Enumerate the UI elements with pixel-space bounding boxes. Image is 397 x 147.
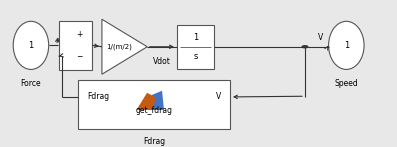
- Text: s: s: [193, 52, 198, 61]
- Ellipse shape: [13, 21, 49, 69]
- Polygon shape: [141, 91, 164, 110]
- Text: V: V: [318, 33, 323, 42]
- Text: +: +: [76, 30, 83, 39]
- Text: Fdrag: Fdrag: [143, 137, 165, 146]
- Circle shape: [302, 46, 308, 48]
- Polygon shape: [102, 19, 147, 74]
- Text: 1/(m/2): 1/(m/2): [106, 44, 132, 50]
- Polygon shape: [137, 93, 156, 110]
- Text: 1: 1: [193, 33, 198, 42]
- Bar: [177, 25, 214, 69]
- Text: Speed: Speed: [334, 79, 358, 88]
- Text: 1: 1: [344, 41, 349, 50]
- Text: Force: Force: [21, 79, 41, 88]
- Text: Vdot: Vdot: [153, 57, 171, 66]
- Bar: [78, 80, 230, 129]
- Text: Fdrag: Fdrag: [87, 92, 109, 101]
- Bar: [58, 21, 92, 70]
- Text: get_fdrag: get_fdrag: [136, 106, 173, 115]
- Text: 1: 1: [28, 41, 34, 50]
- Text: −: −: [76, 52, 83, 61]
- Ellipse shape: [329, 21, 364, 69]
- Text: V: V: [216, 92, 222, 101]
